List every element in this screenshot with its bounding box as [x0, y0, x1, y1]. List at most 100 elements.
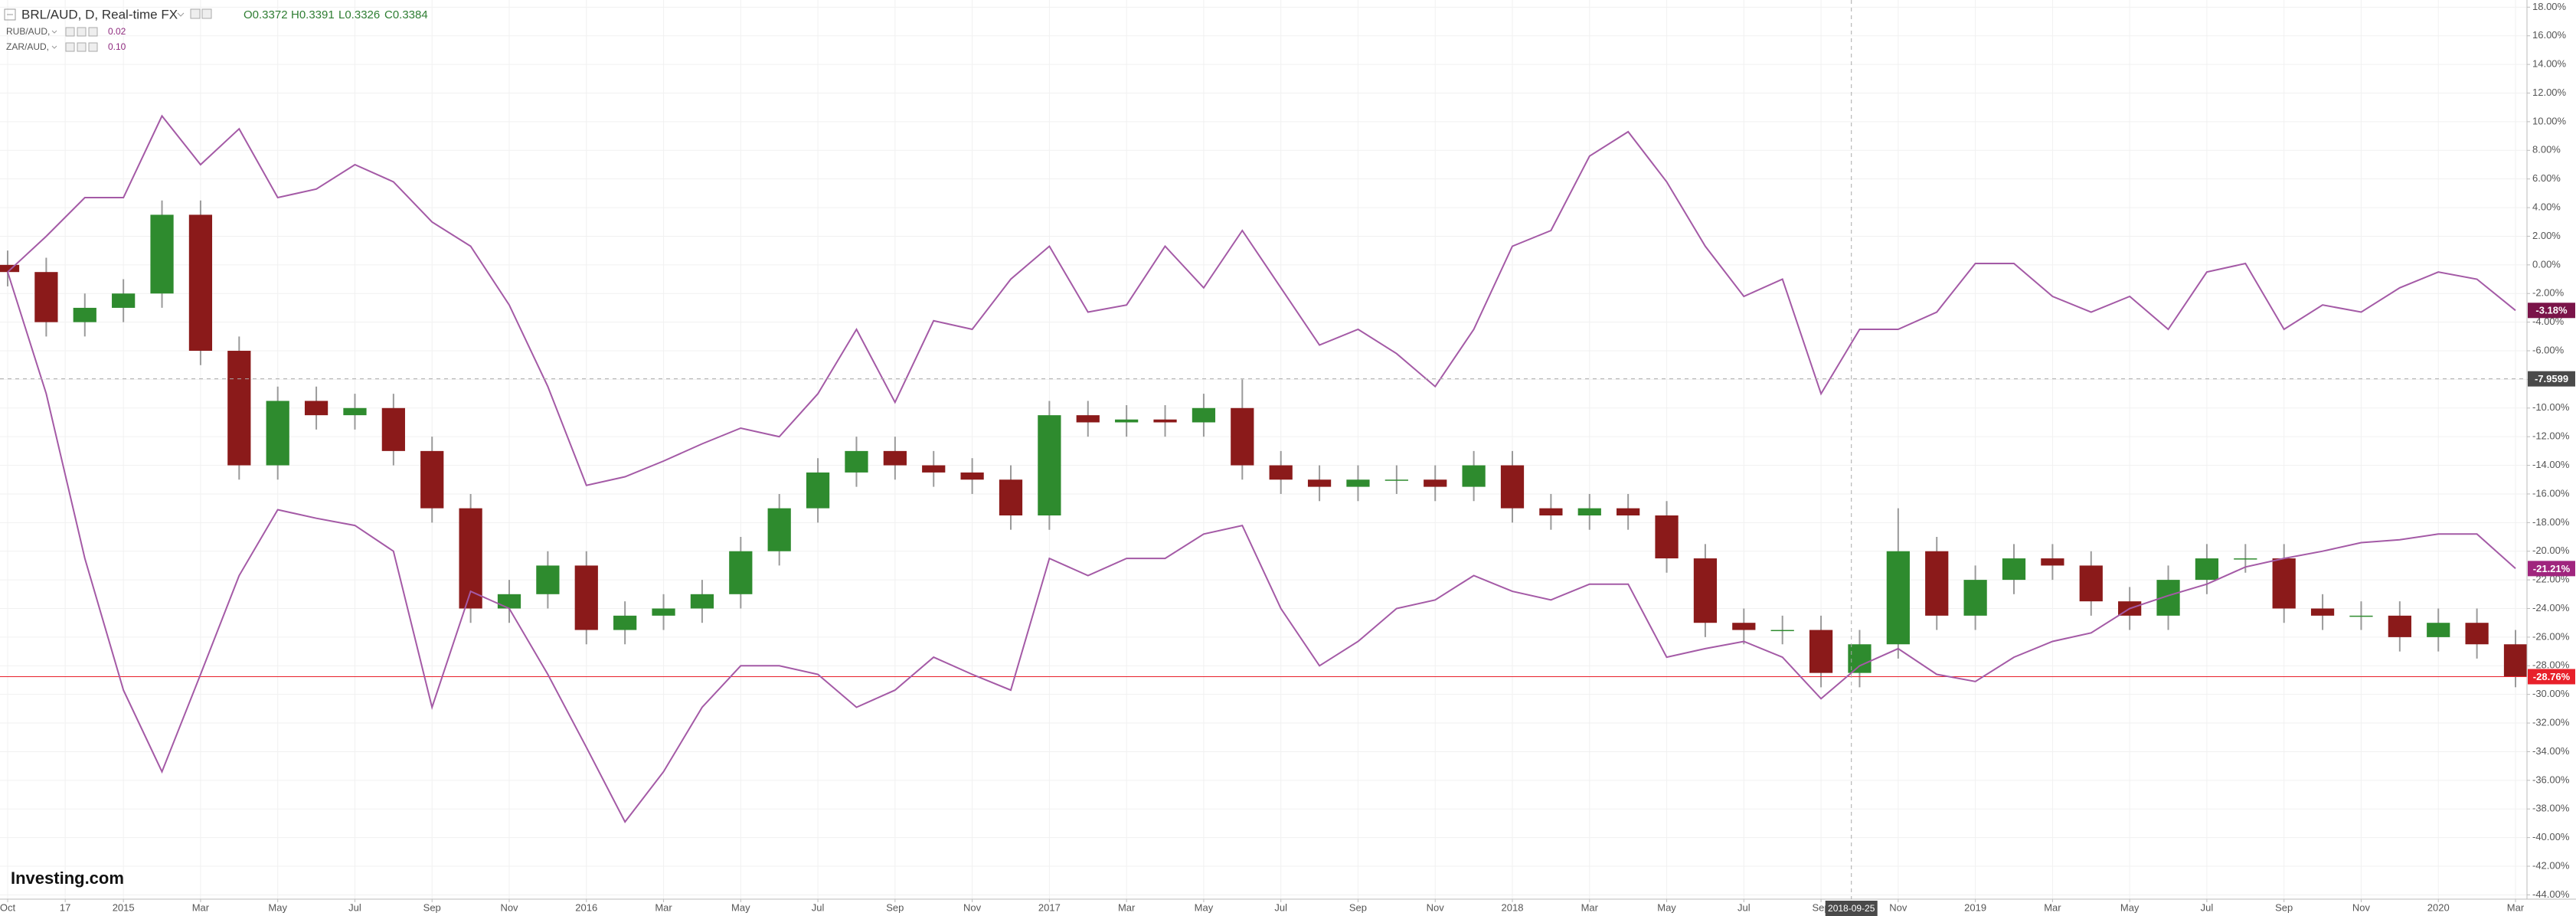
- candle-body: [1848, 644, 1872, 673]
- candle-body: [1076, 415, 1100, 423]
- candle-body: [690, 594, 714, 609]
- candle-body: [2041, 558, 2064, 566]
- plot-area: [0, 114, 2528, 823]
- settings-icon[interactable]: [65, 27, 75, 37]
- candle-body: [536, 565, 560, 594]
- ohlc-high: H0.3391: [291, 8, 335, 21]
- ohlc-low: L0.3326: [338, 8, 380, 21]
- ohlc-open: O0.3372: [244, 8, 288, 21]
- remove-icon[interactable]: [88, 27, 98, 37]
- x-tick-label: May: [1657, 901, 1676, 913]
- x-tick-label: Jul: [1274, 901, 1287, 913]
- settings-icon[interactable]: [65, 42, 75, 52]
- candle-body: [1500, 465, 1525, 509]
- x-tick-label: Sep: [2275, 901, 2293, 913]
- candle-body: [2079, 565, 2103, 602]
- visibility-icon[interactable]: [77, 42, 87, 52]
- x-tick-label: Jul: [1737, 901, 1751, 913]
- collapse-icon[interactable]: [4, 8, 16, 21]
- x-tick-label: 2015: [113, 901, 135, 913]
- legend-entry: RUB/AUD,: [6, 26, 50, 37]
- last-value-tag: [2528, 561, 2575, 577]
- y-tick-label: -18.00%: [2532, 516, 2570, 528]
- candle-body: [845, 450, 868, 473]
- x-tick-label: Mar: [192, 901, 210, 913]
- candle-body: [1886, 551, 1910, 645]
- x-tick-label: 2020: [2427, 901, 2450, 913]
- ohlc-close: C0.3384: [384, 8, 428, 21]
- candle-body: [2427, 623, 2450, 637]
- candle-body: [574, 565, 598, 630]
- y-tick-label: 16.00%: [2532, 29, 2567, 41]
- settings-icon[interactable]: [190, 8, 201, 19]
- x-tick-label: Mar: [2507, 901, 2525, 913]
- candle-body: [922, 465, 946, 473]
- y-tick-label: 4.00%: [2532, 201, 2561, 213]
- x-tick-label: Nov: [2352, 901, 2371, 913]
- x-tick-label: May: [731, 901, 750, 913]
- candle-body: [497, 594, 521, 609]
- candle-body: [2503, 644, 2528, 677]
- candle-body: [2388, 615, 2411, 637]
- candle-body: [1307, 479, 1332, 487]
- last-value-tag-label: -3.18%: [2535, 305, 2568, 316]
- candle-body: [420, 450, 444, 509]
- candle-body: [1231, 407, 1254, 466]
- x-tick-label: Nov: [500, 901, 518, 913]
- y-tick-label: -32.00%: [2532, 716, 2570, 728]
- candle-body: [1925, 551, 1949, 616]
- legend-value: 0.02: [108, 26, 126, 37]
- dropdown-icon[interactable]: [51, 30, 57, 34]
- dropdown-icon[interactable]: [51, 45, 57, 49]
- candle-body: [2465, 623, 2489, 645]
- x-tick-label: Mar: [2044, 901, 2061, 913]
- legend-value: 0.10: [108, 41, 126, 52]
- y-tick-label: 6.00%: [2532, 172, 2561, 184]
- candle-body: [2234, 558, 2257, 560]
- candle-body: [34, 272, 58, 322]
- candle-body: [2195, 558, 2219, 581]
- y-tick-label: -28.00%: [2532, 659, 2570, 671]
- y-tick-label: 0.00%: [2532, 258, 2561, 270]
- visibility-icon[interactable]: [201, 8, 212, 19]
- candle-body: [1192, 407, 1216, 423]
- x-tick-label: Jul: [2201, 901, 2214, 913]
- dropdown-icon[interactable]: [177, 12, 185, 17]
- candle-body: [1577, 508, 1601, 515]
- grid: [0, 0, 2527, 899]
- legend: BRL/AUD, D, Real-time FX O0.3372 H0.3391…: [4, 7, 428, 52]
- candle-body: [188, 214, 213, 352]
- y-tick-label: -4.00%: [2532, 316, 2565, 327]
- candle-body: [1115, 419, 1139, 423]
- y-tick-label: -20.00%: [2532, 545, 2570, 556]
- candle-body: [2310, 608, 2335, 616]
- x-tick-label: Oct: [0, 901, 15, 913]
- candle-body: [73, 307, 96, 322]
- x-tick-label: Nov: [1427, 901, 1445, 913]
- crosshair-price-tag: [2528, 371, 2575, 387]
- x-tick-label: May: [1195, 901, 1214, 913]
- candle-body: [767, 508, 791, 551]
- candle-body: [652, 608, 675, 616]
- candle-body: [2349, 615, 2373, 617]
- candle-body: [227, 351, 251, 466]
- y-tick-label: -12.00%: [2532, 430, 2570, 442]
- remove-icon[interactable]: [88, 42, 98, 52]
- candle-body: [304, 401, 329, 416]
- x-tick-label: Mar: [1118, 901, 1136, 913]
- last-value-tag: [2528, 669, 2575, 685]
- visibility-icon[interactable]: [77, 27, 87, 37]
- crosshair-date-label: 2018-09-25: [1828, 903, 1875, 914]
- candle-body: [1153, 419, 1177, 423]
- y-tick-label: -16.00%: [2532, 487, 2570, 499]
- y-tick-label: -38.00%: [2532, 803, 2570, 814]
- candle-body: [0, 264, 20, 273]
- y-tick-label: -14.00%: [2532, 459, 2570, 470]
- y-tick-label: -30.00%: [2532, 688, 2570, 699]
- logo: Investing.com: [11, 869, 124, 888]
- candle-body: [1617, 508, 1640, 515]
- y-tick-label: 10.00%: [2532, 115, 2567, 126]
- last-value-tag-label: -28.76%: [2533, 671, 2571, 682]
- x-tick-label: 2018: [1502, 901, 1524, 913]
